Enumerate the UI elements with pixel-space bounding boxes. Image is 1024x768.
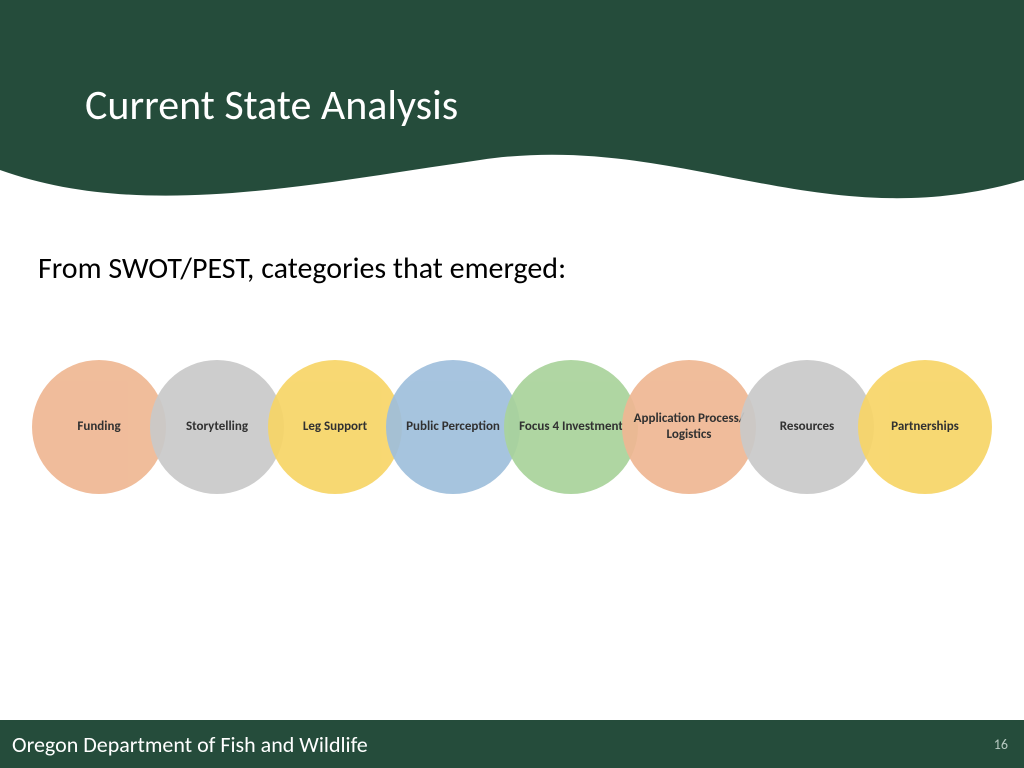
slide: Current State Analysis From SWOT/PEST, c… — [0, 0, 1024, 768]
category-circle: Partnerships — [858, 360, 992, 494]
category-circle: Leg Support — [268, 360, 402, 494]
footer-org: Oregon Department of Fish and Wildlife — [12, 731, 368, 758]
category-label: Resources — [780, 419, 834, 435]
category-label: Partnerships — [891, 419, 959, 435]
category-label: Funding — [77, 419, 120, 435]
category-circle: Public Perception — [386, 360, 520, 494]
page-title: Current State Analysis — [85, 80, 458, 131]
footer-bar: Oregon Department of Fish and Wildlife 1… — [0, 720, 1024, 768]
category-circle: Funding — [32, 360, 166, 494]
category-circle: Application Process/ Logistics — [622, 360, 756, 494]
category-circles-row: Funding Storytelling Leg Support Public Per… — [32, 360, 992, 500]
category-label: Leg Support — [303, 419, 367, 435]
category-circle: Storytelling — [150, 360, 284, 494]
category-label: Storytelling — [186, 419, 248, 435]
category-circle: Resources — [740, 360, 874, 494]
subtitle-text: From SWOT/PEST, categories that emerged: — [38, 250, 566, 287]
category-label: Public Perception — [406, 419, 500, 435]
category-circle: Focus 4 Investment — [504, 360, 638, 494]
category-label: Focus 4 Investment — [519, 419, 623, 435]
page-number: 16 — [994, 736, 1008, 753]
category-label: Application Process/ Logistics — [632, 411, 746, 442]
